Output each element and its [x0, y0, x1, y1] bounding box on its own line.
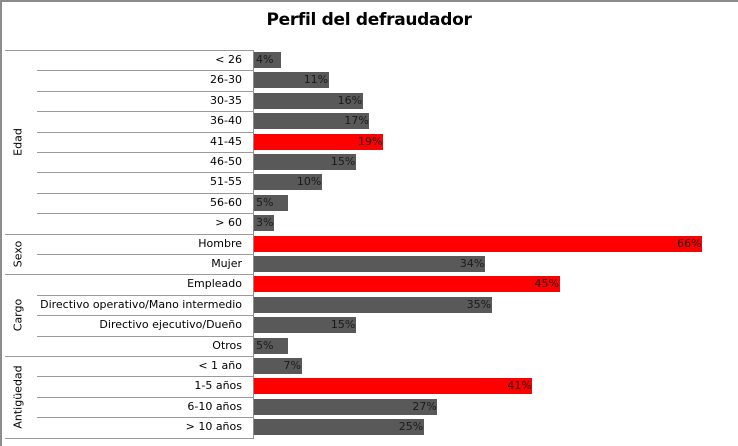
bar: [254, 52, 282, 68]
data-label: 66%: [677, 236, 702, 250]
category-label: 41-45: [210, 134, 242, 148]
data-label: 34%: [459, 257, 485, 270]
category-label: 6-10 años: [187, 399, 242, 413]
category-label: > 10 años: [185, 420, 242, 434]
category-label: > 60: [215, 216, 242, 230]
data-label: 35%: [466, 297, 492, 311]
category-separator: [37, 294, 254, 296]
data-label: 4%: [256, 53, 274, 66]
category-label: 46-50: [210, 155, 242, 168]
group-separator: [5, 437, 254, 439]
bar: [254, 317, 356, 334]
bar: [254, 398, 438, 415]
group-separator: [5, 50, 254, 51]
data-label: 10%: [296, 175, 322, 189]
bar: [254, 133, 383, 150]
category-label: Empleado: [187, 277, 242, 291]
data-label: 19%: [358, 134, 383, 148]
bar: [254, 72, 329, 89]
category-label: 56-60: [210, 195, 242, 209]
bar: [254, 256, 485, 272]
category-label: Directivo operativo/Mano intermedio: [40, 297, 242, 311]
bar: [254, 276, 560, 293]
data-label: 15%: [330, 155, 356, 168]
data-label: 5%: [256, 195, 274, 209]
bar: [254, 378, 533, 395]
data-label: 41%: [507, 379, 532, 393]
category-separator: [37, 254, 254, 255]
group-label-3: Antigüedad: [11, 365, 25, 429]
category-separator: [37, 152, 254, 153]
bar: [254, 235, 703, 252]
category-separator: [37, 335, 254, 337]
data-label: 7%: [283, 359, 301, 372]
category-label: < 26: [215, 53, 242, 66]
bar: [254, 113, 370, 130]
category-separator: [37, 70, 254, 72]
category-label: Hombre: [198, 236, 242, 250]
category-label: 51-55: [210, 175, 242, 189]
category-separator: [37, 111, 254, 113]
category-separator: [37, 417, 254, 419]
category-separator: [37, 90, 254, 92]
bar: [254, 194, 288, 211]
group-separator: [5, 274, 254, 276]
bar: [254, 174, 322, 191]
category-label: Mujer: [211, 257, 242, 270]
chart-title: Perfil del defraudador: [266, 10, 472, 30]
data-label: 16%: [337, 93, 363, 107]
bar: [254, 215, 275, 232]
category-label: 36-40: [210, 114, 242, 128]
group-separator: [5, 356, 254, 357]
data-label: 15%: [330, 318, 356, 332]
category-separator: [37, 376, 254, 378]
bar: [254, 337, 288, 354]
group-separator: [5, 233, 254, 235]
data-label: 3%: [256, 216, 274, 230]
bar: [254, 296, 492, 313]
category-separator: [37, 192, 254, 194]
category-label: Directivo ejecutivo/Dueño: [99, 318, 242, 332]
category-axis-line: [253, 50, 254, 438]
data-label: 11%: [303, 73, 329, 87]
category-separator: [37, 396, 254, 398]
data-label: 27%: [412, 399, 437, 413]
category-separator: [37, 131, 254, 133]
group-label-0: Edad: [11, 127, 25, 156]
category-separator: [37, 172, 254, 174]
bar: [254, 419, 424, 436]
category-label: 26-30: [210, 73, 242, 87]
data-label: 25%: [398, 420, 424, 434]
bar: [254, 92, 363, 109]
bar: [254, 154, 356, 170]
bar: [254, 358, 302, 374]
category-label: Otros: [212, 338, 242, 352]
category-label: 30-35: [210, 93, 242, 107]
group-label-2: Cargo: [11, 298, 25, 332]
data-label: 5%: [256, 338, 274, 352]
category-separator: [37, 315, 254, 317]
category-label: < 1 año: [198, 359, 242, 372]
category-label: 1-5 años: [194, 379, 242, 393]
group-label-1: Sexo: [11, 240, 25, 268]
category-separator: [37, 213, 254, 215]
data-label: 17%: [344, 114, 369, 128]
data-label: 45%: [534, 277, 559, 291]
